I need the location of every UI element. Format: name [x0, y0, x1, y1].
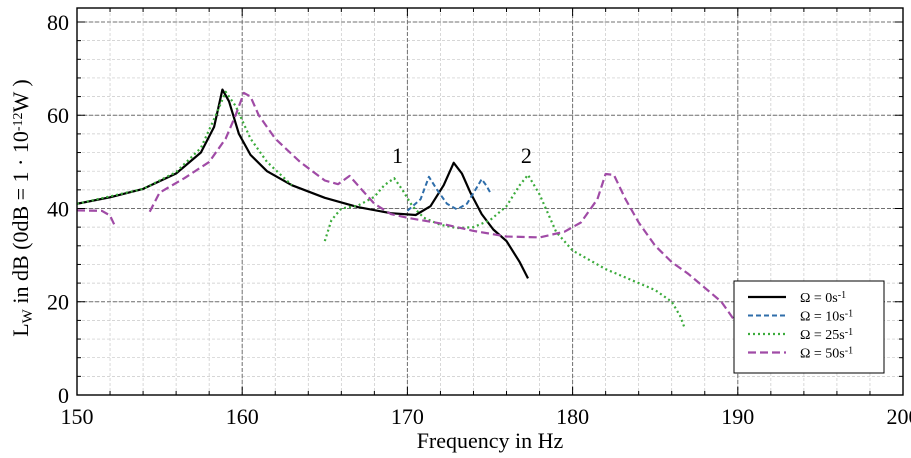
- series-line-3-segment-0: [77, 209, 116, 227]
- peak-annotation-1: 1: [392, 143, 403, 168]
- x-tick-label: 160: [226, 404, 259, 429]
- x-tick-label: 190: [721, 404, 754, 429]
- series-line-2-segment-1: [323, 173, 686, 330]
- plot-frame: [76, 7, 904, 396]
- x-tick-label: 150: [61, 404, 94, 429]
- legend-label-text: Ω = 50s: [800, 347, 845, 362]
- legend-label-text: Ω = 10s: [800, 310, 845, 325]
- legend-label-2: Ω = 25s-1: [800, 327, 853, 344]
- tick-labels: 150 160 170 180 190 200 0 20 40 60 80: [47, 10, 911, 429]
- y-axis-label: LW in dB (0dB = 1 · 10-12W ): [8, 79, 36, 337]
- y-axis-label-sup: -12: [11, 112, 26, 131]
- legend-label-3: Ω = 50s-1: [800, 345, 853, 362]
- series-line-1-segment-0: [406, 175, 491, 212]
- y-tick-label: 80: [47, 10, 69, 35]
- legend-label-1: Ω = 10s-1: [800, 308, 853, 325]
- legend-label-0: Ω = 0s-1: [800, 290, 846, 307]
- x-axis-label: Frequency in Hz: [417, 428, 564, 453]
- x-tick-label: 200: [887, 404, 911, 429]
- y-axis-label-main: L: [8, 323, 33, 336]
- series-line-0-segment-0: [77, 88, 529, 279]
- y-tick-label: 40: [47, 196, 69, 221]
- y-axis-label-sub: W: [20, 308, 36, 323]
- legend-label-text: Ω = 0s: [800, 291, 838, 306]
- series-layer: [77, 88, 742, 330]
- y-axis-label-mid: in dB (0dB = 1 · 10: [8, 131, 33, 309]
- y-tick-label: 60: [47, 103, 69, 128]
- y-tick-label: 20: [47, 290, 69, 315]
- legend-label-sup: -1: [845, 308, 853, 319]
- y-tick-label: 0: [58, 383, 69, 408]
- series-line-3-segment-1: [148, 91, 742, 329]
- legend-label-sup: -1: [845, 327, 853, 338]
- legend-label-sup: -1: [838, 290, 846, 301]
- y-axis-label-end: W ): [8, 79, 33, 112]
- x-tick-label: 170: [391, 404, 424, 429]
- legend: Ω = 0s-1Ω = 10s-1Ω = 25s-1Ω = 50s-1: [733, 280, 885, 374]
- axis-ticks: [76, 8, 904, 396]
- series-line-2-segment-0: [77, 90, 293, 205]
- peak-annotation-2: 2: [521, 143, 532, 168]
- legend-label-text: Ω = 25s: [800, 328, 845, 343]
- x-tick-label: 180: [556, 404, 589, 429]
- legend-label-sup: -1: [845, 345, 853, 356]
